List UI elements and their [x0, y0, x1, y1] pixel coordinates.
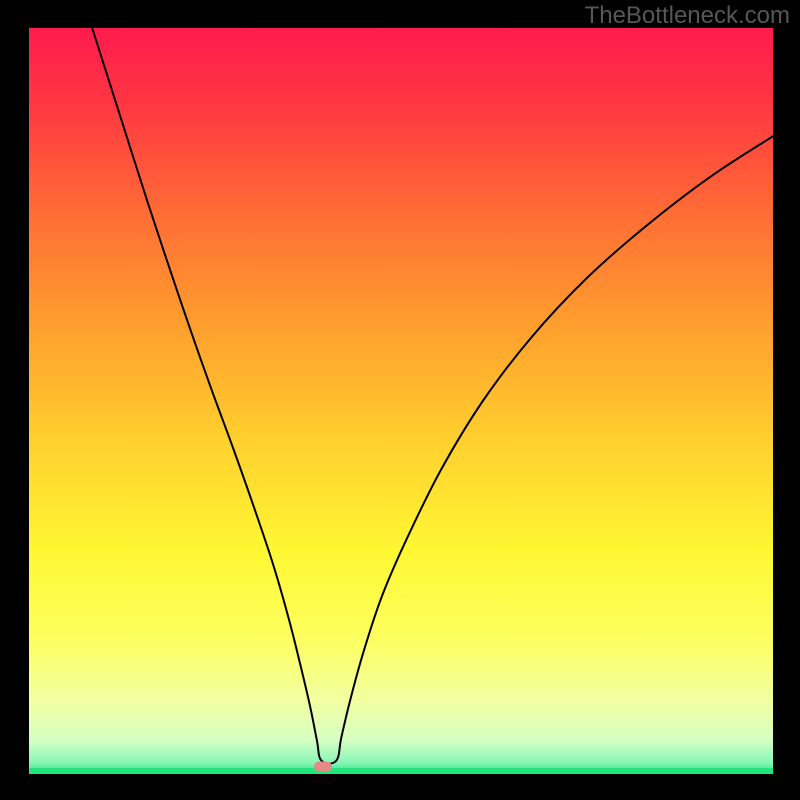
bottleneck-curve-chart	[0, 0, 800, 800]
plot-background-gradient	[29, 28, 773, 774]
watermark-text: TheBottleneck.com	[585, 2, 790, 30]
baseline-green-band	[29, 768, 773, 774]
chart-container: TheBottleneck.com	[0, 0, 800, 800]
minimum-marker	[314, 762, 332, 772]
